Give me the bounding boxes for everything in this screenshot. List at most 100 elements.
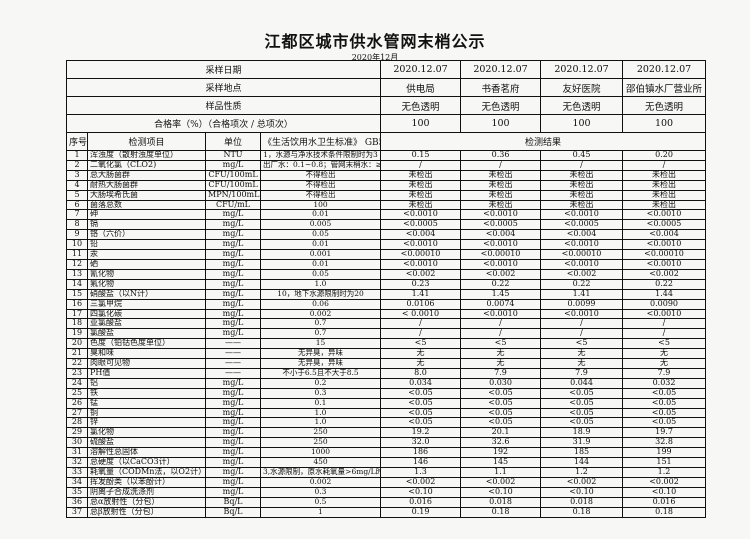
item-name: 铅 [87, 239, 206, 251]
unit: Bq/L [205, 506, 261, 518]
standard-limit: 0.5 [259, 496, 382, 508]
unit: mg/L [205, 387, 261, 399]
row-no: 26 [66, 397, 88, 409]
col-no: 序号 [66, 132, 88, 151]
unit: mg/L [205, 328, 261, 340]
header-value: 100 [540, 114, 624, 133]
result-4: <0.004 [622, 229, 707, 241]
item-name: 三氯甲烷 [87, 298, 206, 310]
result-4: 0.20 [622, 150, 707, 161]
unit: mg/L [205, 397, 261, 409]
result-4: <0.05 [622, 417, 707, 429]
item-name: 汞 [87, 249, 206, 260]
result-2: <0.002 [460, 476, 542, 488]
result-4: <0.00010 [622, 249, 707, 260]
standard-limit: 450 [259, 457, 382, 468]
result-3: 未检出 [540, 199, 624, 211]
result-4: 151 [622, 457, 707, 468]
unit: mg/L [205, 219, 261, 231]
result-3: 未检出 [540, 169, 624, 181]
standard-limit: 0.005 [259, 219, 382, 231]
table-row: 23 PH值 —— 不小于6.5且不大于8.5 8.0 7.9 7.9 7.9 [66, 367, 707, 379]
table-row: 31 溶解性总固体 mg/L 1000 186 192 185 199 [66, 447, 707, 459]
table-row: 25 铁 mg/L 0.3 <0.05 <0.05 <0.05 <0.05 [66, 387, 707, 399]
standard-limit: 0.2 [259, 377, 382, 389]
item-name: 色度（铂钴色度单位） [87, 338, 206, 350]
header-label: 合格率（%）（合格项次 / 总项次） [65, 114, 382, 133]
unit: mg/L [205, 407, 261, 419]
result-1: <0.004 [380, 229, 462, 241]
header-row: 采样地点 供电局 书香茗府 友好医院 邵伯镇水厂营业所 [65, 78, 707, 97]
row-no: 4 [66, 179, 88, 191]
result-2: <0.0010 [460, 209, 542, 221]
result-3: 31.9 [540, 437, 624, 449]
result-3: <0.05 [540, 407, 624, 419]
result-4: 无 [622, 358, 707, 369]
row-no: 35 [66, 486, 88, 498]
result-4: 0.016 [622, 496, 707, 508]
result-3: 0.22 [540, 278, 624, 290]
result-4: 0.0090 [622, 298, 707, 310]
unit: —— [205, 338, 261, 350]
unit: NTU [205, 150, 261, 161]
result-4: 0.18 [622, 506, 707, 518]
result-1: <0.10 [380, 486, 462, 498]
result-1: 无 [380, 348, 462, 360]
row-no: 31 [66, 447, 88, 459]
row-no: 28 [66, 417, 88, 429]
result-3: <0.10 [540, 486, 624, 498]
unit: mg/L [205, 229, 261, 241]
unit: mg/L [205, 258, 261, 270]
standard-limit: 0.05 [259, 229, 382, 241]
header-label: 样品性质 [65, 96, 382, 115]
row-no: 8 [66, 219, 88, 231]
item-name: 耐热大肠菌群 [87, 179, 206, 191]
result-1: <5 [380, 338, 462, 350]
unit: mg/L [205, 249, 261, 260]
table-row: 8 镉 mg/L 0.005 <0.0005 <0.0005 <0.0005 <0.0005 [66, 219, 707, 231]
item-name: 铜 [87, 407, 206, 419]
standard-limit: 出厂水：0.1~0.8；管网末梢水：≥0.02 [259, 159, 382, 171]
row-no: 6 [66, 199, 88, 211]
row-no: 22 [66, 358, 88, 369]
header-value: 100 [622, 114, 707, 133]
unit: CFU/100mL [205, 169, 261, 181]
unit: —— [205, 358, 261, 369]
result-1: <0.00010 [380, 249, 462, 260]
result-4: <0.05 [622, 387, 707, 399]
result-2: 145 [460, 457, 542, 468]
result-3: <0.0005 [540, 219, 624, 231]
result-3: 未检出 [540, 179, 624, 191]
row-no: 20 [66, 338, 88, 350]
result-3: / [540, 159, 624, 171]
item-name: 四氯化碳 [87, 308, 206, 320]
result-4: <0.05 [622, 397, 707, 409]
item-name: 砷 [87, 209, 206, 221]
standard-limit: 不得检出 [259, 179, 382, 191]
col-standard: 《生活饮用水卫生标准》 GB5749 [259, 132, 382, 151]
row-no: 32 [66, 457, 88, 468]
unit: mg/L [205, 318, 261, 330]
item-name: 锌 [87, 417, 206, 429]
table-row: 27 铜 mg/L 1.0 <0.05 <0.05 <0.05 <0.05 [66, 407, 707, 419]
result-3: <5 [540, 338, 624, 350]
result-2: / [460, 318, 542, 330]
item-name: 臭和味 [87, 348, 206, 360]
unit: mg/L [205, 278, 261, 290]
result-2: <0.0010 [460, 239, 542, 251]
standard-limit: 1，水源与净水技术条件限制时为3 [259, 150, 382, 161]
item-name: 硫酸盐 [87, 437, 206, 449]
result-2: <5 [460, 338, 542, 350]
row-no: 27 [66, 407, 88, 419]
header-value: 无色透明 [622, 96, 707, 115]
result-1: 1.41 [380, 288, 462, 300]
result-1: 1.3 [380, 467, 462, 478]
result-3: <0.0010 [540, 258, 624, 270]
row-no: 34 [66, 476, 88, 488]
standard-limit: 1000 [259, 447, 382, 459]
item-name: 菌落总数 [87, 199, 206, 211]
header-value: 无色透明 [540, 96, 624, 115]
result-3: <0.002 [540, 476, 624, 488]
row-no: 9 [66, 229, 88, 241]
item-name: 肉眼可见物 [87, 358, 206, 369]
